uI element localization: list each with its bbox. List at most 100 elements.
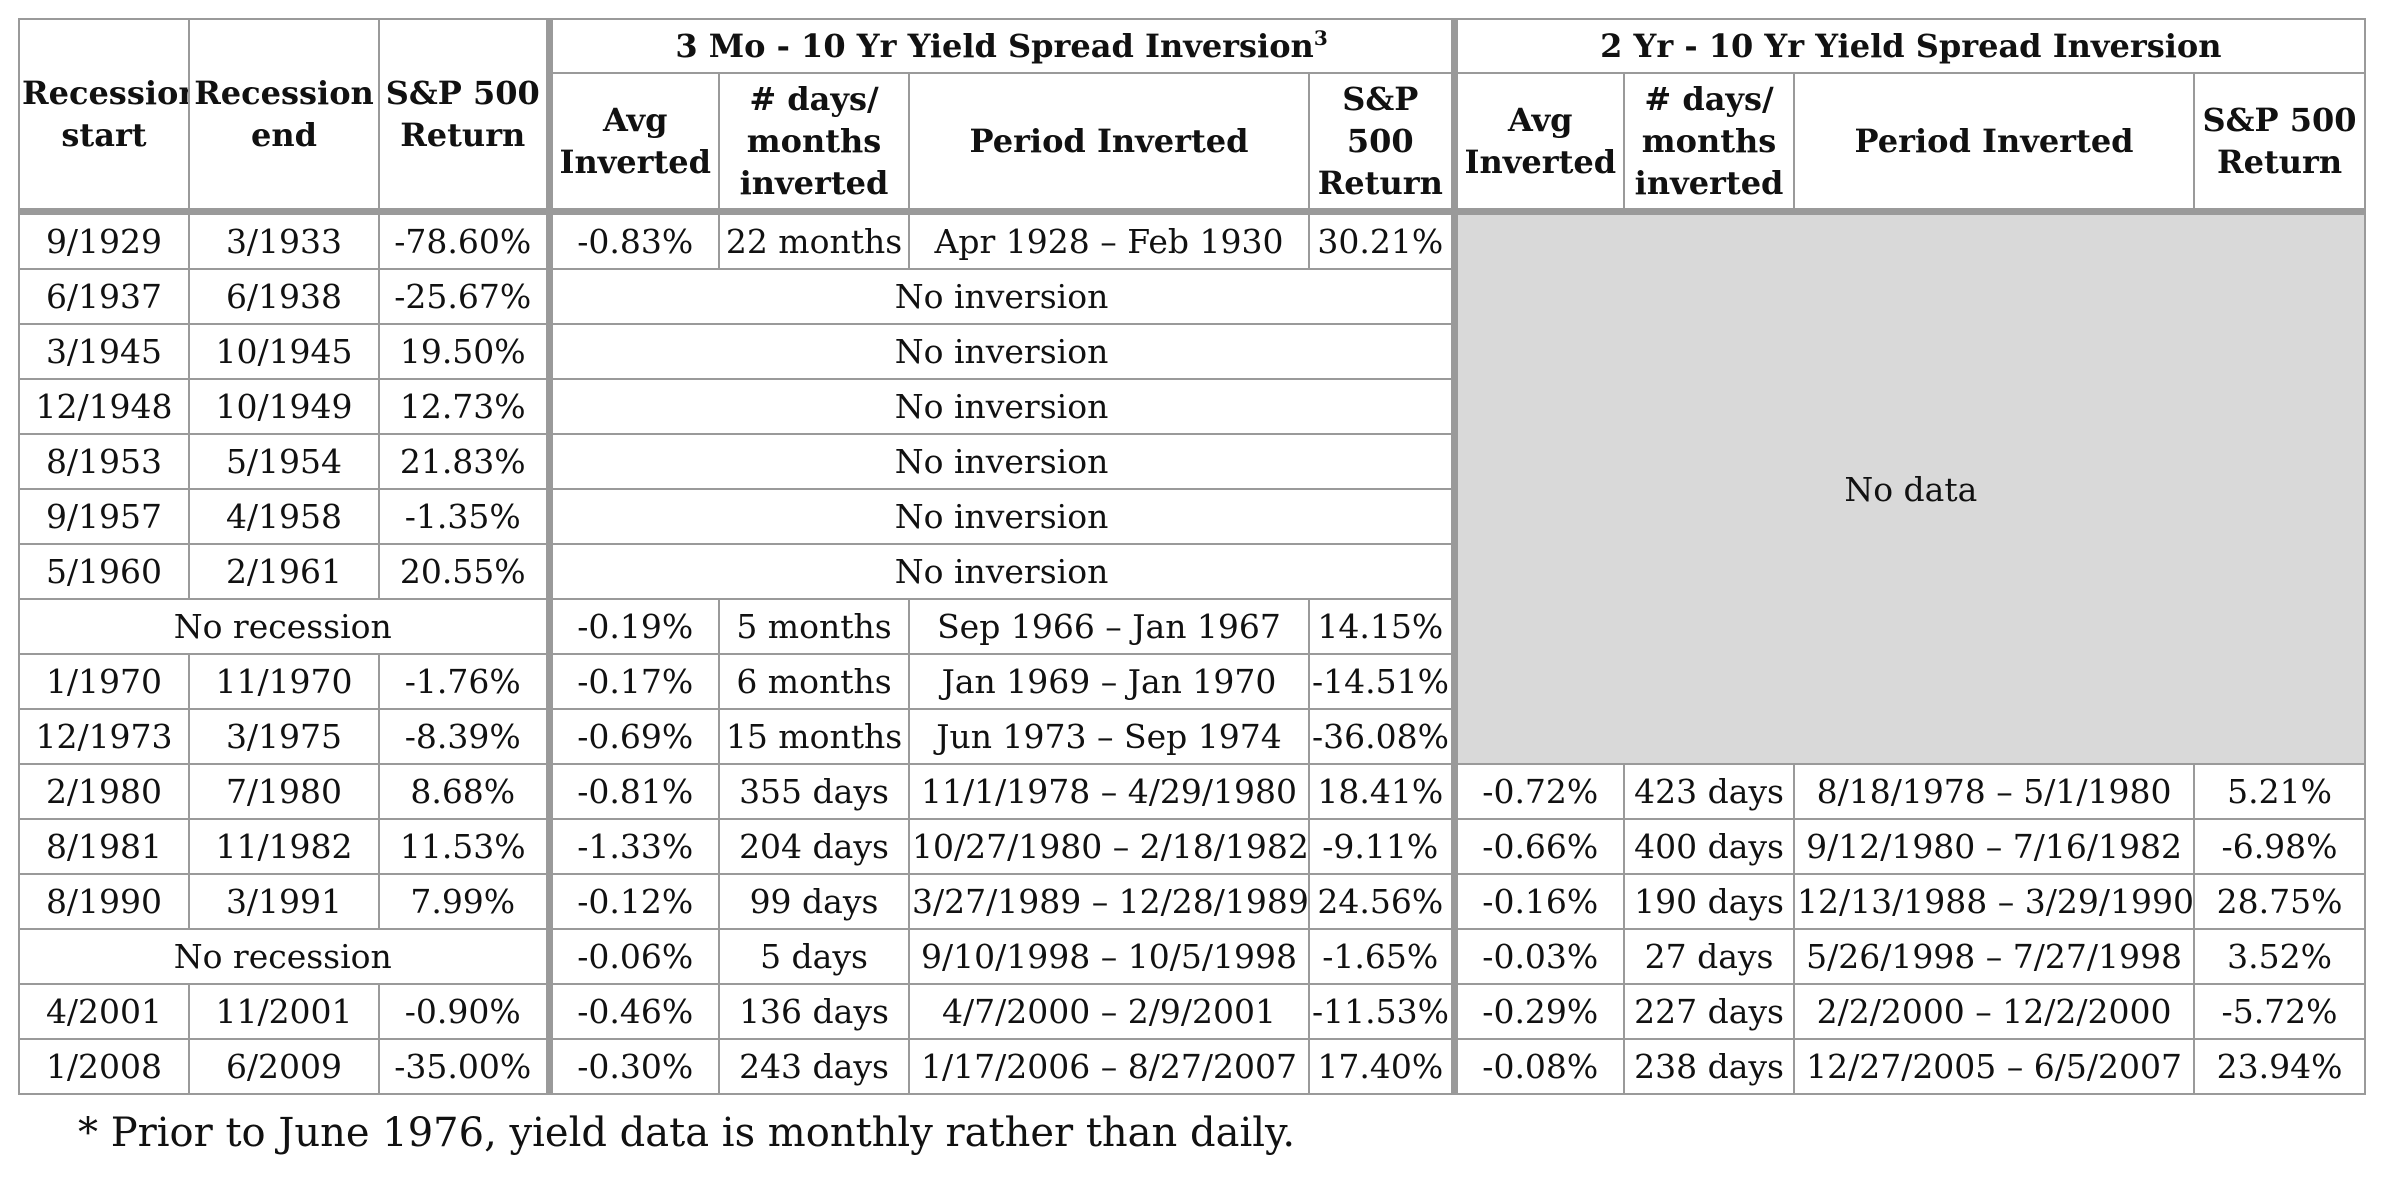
cell-recession-end: 3/1933 — [188, 208, 380, 270]
cell-recession-start: 9/1929 — [18, 208, 190, 270]
cell-b-avg: -0.03% — [1450, 928, 1626, 985]
cell-a-period: Jun 1973 – Sep 1974 — [908, 708, 1310, 765]
cell-b-avg: -0.29% — [1450, 983, 1626, 1040]
cell-b-avg: -0.72% — [1450, 763, 1626, 820]
cell-a-return: -9.11% — [1307, 818, 1456, 875]
header-group-3mo-10yr-label: 3 Mo - 10 Yr Yield Spread Inversion — [675, 27, 1314, 65]
cell-recession-end: 11/1970 — [188, 653, 380, 710]
table-row: 9/1929 3/1933 -78.60% -0.83% 22 months A… — [18, 208, 2367, 765]
cell-recession-end: 10/1945 — [188, 323, 380, 380]
cell-recession-end: 6/1938 — [188, 268, 380, 325]
cell-sp-return: -25.67% — [378, 268, 550, 325]
cell-a-duration: 204 days — [718, 818, 910, 875]
cell-b-period: 8/18/1978 – 5/1/1980 — [1793, 763, 2196, 820]
footnote: * Prior to June 1976, yield data is mont… — [78, 1110, 1296, 1156]
cell-b-duration: 238 days — [1623, 1038, 1796, 1095]
header-b-sp-return: S&P 500 Return — [2193, 72, 2367, 213]
cell-recession-end: 3/1991 — [188, 873, 380, 930]
cell-a-return: -36.08% — [1307, 708, 1456, 765]
cell-a-avg: -0.17% — [545, 653, 720, 710]
header-a-period: Period Inverted — [908, 72, 1310, 213]
cell-a-avg: -0.12% — [545, 873, 720, 930]
cell-a-duration: 6 months — [718, 653, 910, 710]
table-row: 12/1948 10/1949 12.73% No inversion — [18, 378, 2365, 435]
cell-recession-end: 11/2001 — [188, 983, 380, 1040]
cell-b-duration: 27 days — [1623, 928, 1796, 985]
header-a-days-months: # days/ months inverted — [718, 72, 910, 213]
cell-sp-return: -78.60% — [378, 208, 550, 270]
cell-a-return: -11.53% — [1307, 983, 1456, 1040]
cell-recession-start: 4/2001 — [18, 983, 190, 1040]
cell-sp-return: -35.00% — [378, 1038, 550, 1095]
header-b-period: Period Inverted — [1793, 72, 2196, 213]
cell-a-duration: 22 months — [718, 208, 910, 270]
cell-b-return: 3.52% — [2193, 928, 2367, 985]
cell-no-inversion: No inversion — [545, 488, 1456, 545]
cell-no-inversion: No inversion — [545, 268, 1456, 325]
cell-sp-return: -1.76% — [378, 653, 550, 710]
cell-no-recession: No recession — [18, 598, 550, 655]
cell-b-return: -6.98% — [2193, 818, 2367, 875]
table-row: 8/1981 11/1982 11.53% -1.33% 204 days 10… — [18, 818, 2367, 875]
header-b-days-months: # days/ months inverted — [1623, 72, 1796, 213]
cell-a-period: 1/17/2006 – 8/27/2007 — [908, 1038, 1310, 1095]
cell-b-duration: 400 days — [1623, 818, 1796, 875]
cell-recession-end: 5/1954 — [188, 433, 380, 490]
header-a-avg-inverted: Avg Inverted — [545, 72, 720, 213]
cell-sp-return: 12.73% — [378, 378, 550, 435]
table-row: No recession -0.19% 5 months Sep 1966 – … — [18, 598, 2365, 655]
cell-recession-start: 3/1945 — [18, 323, 190, 380]
cell-a-return: -14.51% — [1307, 653, 1456, 710]
cell-b-duration: 423 days — [1623, 763, 1796, 820]
header-sp500-return: S&P 500 Return — [378, 18, 550, 213]
table-row: 1/1970 11/1970 -1.76% -0.17% 6 months Ja… — [18, 653, 2365, 710]
cell-b-period: 2/2/2000 – 12/2/2000 — [1793, 983, 2196, 1040]
cell-a-avg: -0.30% — [545, 1038, 720, 1095]
cell-no-recession: No recession — [18, 928, 550, 985]
table-row: 8/1990 3/1991 7.99% -0.12% 99 days 3/27/… — [18, 873, 2367, 930]
cell-sp-return: 11.53% — [378, 818, 550, 875]
cell-b-period: 12/27/2005 – 6/5/2007 — [1793, 1038, 2196, 1095]
header-recession-start: Recession start — [18, 18, 190, 213]
cell-sp-return: 19.50% — [378, 323, 550, 380]
table-row: 9/1957 4/1958 -1.35% No inversion — [18, 488, 2365, 545]
cell-a-return: -1.65% — [1307, 928, 1456, 985]
table-row: 1/2008 6/2009 -35.00% -0.30% 243 days 1/… — [18, 1038, 2367, 1095]
table-row: 8/1953 5/1954 21.83% No inversion — [18, 433, 2365, 490]
table-row: 2/1980 7/1980 8.68% -0.81% 355 days 11/1… — [18, 763, 2367, 820]
cell-a-period: 10/27/1980 – 2/18/1982 — [908, 818, 1310, 875]
cell-b-period: 9/12/1980 – 7/16/1982 — [1793, 818, 2196, 875]
cell-no-inversion: No inversion — [545, 323, 1456, 380]
cell-a-period: Jan 1969 – Jan 1970 — [908, 653, 1310, 710]
cell-a-avg: -0.81% — [545, 763, 720, 820]
cell-b-avg: -0.66% — [1450, 818, 1626, 875]
cell-recession-start: 1/1970 — [18, 653, 190, 710]
cell-b-return: 28.75% — [2193, 873, 2367, 930]
cell-recession-end: 6/2009 — [188, 1038, 380, 1095]
no-data-block: No data — [1450, 208, 2367, 765]
cell-sp-return: 8.68% — [378, 763, 550, 820]
cell-a-avg: -0.19% — [545, 598, 720, 655]
cell-no-inversion: No inversion — [545, 378, 1456, 435]
cell-b-return: -5.72% — [2193, 983, 2367, 1040]
cell-a-duration: 5 months — [718, 598, 910, 655]
cell-a-return: 14.15% — [1307, 598, 1456, 655]
cell-a-duration: 243 days — [718, 1038, 910, 1095]
cell-recession-start: 12/1948 — [18, 378, 190, 435]
cell-sp-return: 7.99% — [378, 873, 550, 930]
cell-recession-start: 12/1973 — [18, 708, 190, 765]
cell-a-period: 3/27/1989 – 12/28/1989 — [908, 873, 1310, 930]
cell-recession-end: 11/1982 — [188, 818, 380, 875]
cell-b-return: 5.21% — [2193, 763, 2367, 820]
table-row: 4/2001 11/2001 -0.90% -0.46% 136 days 4/… — [18, 983, 2367, 1040]
cell-sp-return: 21.83% — [378, 433, 550, 490]
cell-recession-start: 1/2008 — [18, 1038, 190, 1095]
cell-b-duration: 190 days — [1623, 873, 1796, 930]
header-a-sp-return: S&P 500 Return — [1307, 72, 1456, 213]
cell-b-period: 5/26/1998 – 7/27/1998 — [1793, 928, 2196, 985]
cell-b-avg: -0.08% — [1450, 1038, 1626, 1095]
cell-a-return: 30.21% — [1307, 208, 1456, 270]
header-recession-end: Recession end — [188, 18, 380, 213]
cell-a-period: 9/10/1998 – 10/5/1998 — [908, 928, 1310, 985]
cell-a-duration: 15 months — [718, 708, 910, 765]
